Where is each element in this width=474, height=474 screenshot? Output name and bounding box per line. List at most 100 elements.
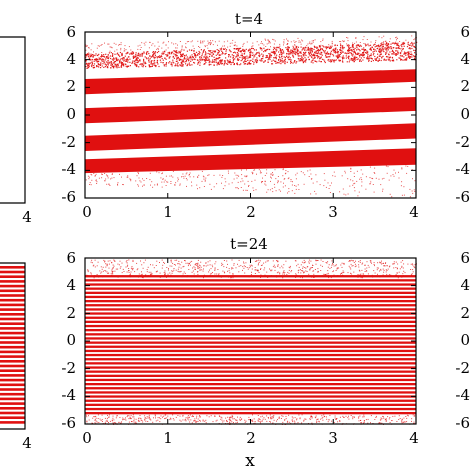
particle-point [206,59,208,61]
particle-point [325,56,327,58]
particle-point [122,63,124,65]
particle-point [101,54,103,56]
particle-point [196,264,198,266]
particle-point [85,65,87,68]
particle-point [199,64,201,66]
particle-point [324,275,325,277]
particle-point [211,264,213,266]
particle-point [209,50,211,52]
particle-point [242,266,244,268]
particle-point [130,415,132,417]
particle-point [242,180,244,182]
particle-point [189,174,190,175]
particle-point [101,173,102,175]
particle-point [100,44,102,46]
particle-point [318,421,320,423]
particle-point [151,273,153,274]
particle-point [385,418,387,420]
particle-point [182,65,184,67]
particle-point [350,268,352,270]
particle-point [411,56,413,58]
particle-point [231,42,233,44]
particle-point [212,53,214,55]
particle-point [385,52,387,54]
particle-point [282,52,284,54]
particle-point [342,58,344,60]
particle-point [364,268,366,270]
particle-point [240,51,242,53]
particle-point [365,188,367,190]
particle-point [238,59,240,61]
x-axis-label: x [245,451,255,471]
particle-point [115,57,117,59]
particle-point [97,414,99,416]
particle-point [231,54,233,56]
particle-point [254,269,256,271]
particle-point [184,260,185,261]
particle-point [112,422,114,424]
particle-point [230,420,232,422]
particle-point [282,61,284,63]
particle-point [376,267,378,269]
y-tick-label: 0 [460,331,470,349]
particle-point [157,47,159,49]
particle-point [116,59,118,61]
particle-point [141,63,143,65]
particle-point [122,58,124,60]
particle-point [341,56,343,58]
particle-point [222,45,224,47]
particle-point [352,418,354,420]
particle-point [240,187,242,188]
particle-point [405,416,407,417]
particle-point [207,47,209,49]
particle-point [275,50,277,52]
particle-point [310,173,312,175]
particle-point [275,58,277,60]
particle-point [352,42,354,44]
particle-point [402,41,404,43]
particle-point [311,178,313,180]
particle-point [358,191,360,193]
particle-point [210,415,212,417]
particle-point [212,275,213,277]
particle-point [236,54,238,56]
particle-point [177,62,179,64]
particle-point [270,275,272,276]
particle-point [292,50,294,53]
particle-point [301,56,303,58]
particle-point [389,60,391,62]
particle-point [153,57,155,59]
particle-point [284,273,285,275]
y-tick-label: 2 [460,304,470,322]
particle-point [303,259,305,261]
particle-point [402,273,404,275]
particle-point [389,41,391,43]
particle-point [176,50,178,52]
particle-point [92,265,94,267]
particle-point [272,422,274,424]
particle-point [265,49,267,51]
particle-point [271,269,273,271]
particle-point [411,190,413,192]
particle-point [300,58,303,60]
particle-point [103,56,106,58]
particle-point [303,419,305,421]
particle-point [169,175,171,177]
particle-point [295,174,297,176]
particle-point [121,62,124,64]
particle-point [156,51,158,54]
particle-point [122,57,124,59]
particle-point [171,270,173,272]
particle-point [406,46,409,48]
particle-point [224,47,226,49]
particle-point [290,179,292,180]
particle-point [413,415,415,417]
particle-point [328,56,330,58]
particle-point [90,272,92,274]
particle-point [183,54,185,57]
particle-point [343,47,345,49]
particle-point [396,43,398,45]
particle-point [320,41,322,43]
particle-point [368,55,371,57]
particle-point [318,60,320,62]
